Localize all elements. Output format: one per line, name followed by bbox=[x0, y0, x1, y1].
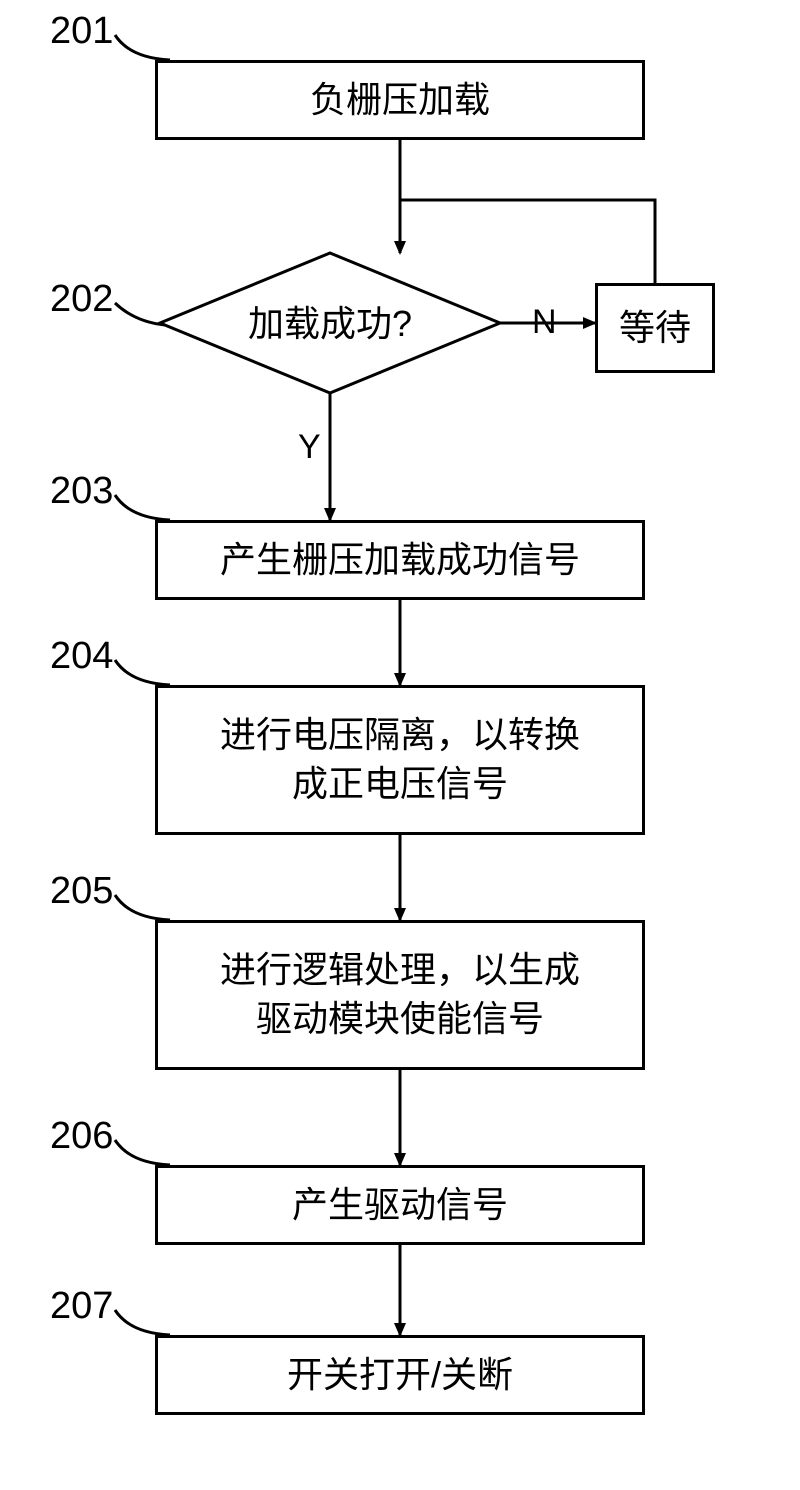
node-205-text: 进行逻辑处理，以生成驱动模块使能信号 bbox=[220, 946, 580, 1043]
label-202-text: 202 bbox=[50, 278, 113, 320]
node-207-text: 开关打开/关断 bbox=[287, 1351, 513, 1400]
leader-202 bbox=[115, 303, 165, 325]
arrow-wait-feedback bbox=[400, 200, 655, 283]
label-204-text: 204 bbox=[50, 635, 113, 677]
node-wait: 等待 bbox=[595, 283, 715, 373]
label-y: Y bbox=[298, 428, 321, 467]
label-205: 205 bbox=[50, 870, 113, 913]
label-202: 202 bbox=[50, 278, 113, 321]
node-201: 负栅压加载 bbox=[155, 60, 645, 140]
node-202-decision: 加载成功? bbox=[160, 253, 500, 393]
node-201-text: 负栅压加载 bbox=[310, 76, 490, 125]
node-206: 产生驱动信号 bbox=[155, 1165, 645, 1245]
label-206: 206 bbox=[50, 1115, 113, 1158]
node-206-text: 产生驱动信号 bbox=[292, 1181, 508, 1230]
node-203: 产生栅压加载成功信号 bbox=[155, 520, 645, 600]
label-206-text: 206 bbox=[50, 1115, 113, 1157]
leader-204 bbox=[115, 660, 170, 685]
label-203-text: 203 bbox=[50, 470, 113, 512]
node-207: 开关打开/关断 bbox=[155, 1335, 645, 1415]
label-203: 203 bbox=[50, 470, 113, 513]
label-207: 207 bbox=[50, 1285, 113, 1328]
node-205: 进行逻辑处理，以生成驱动模块使能信号 bbox=[155, 920, 645, 1070]
label-n-text: N bbox=[532, 303, 557, 341]
node-204-text: 进行电压隔离，以转换成正电压信号 bbox=[220, 711, 580, 808]
node-wait-text: 等待 bbox=[619, 304, 691, 353]
node-204: 进行电压隔离，以转换成正电压信号 bbox=[155, 685, 645, 835]
label-y-text: Y bbox=[298, 428, 321, 466]
flowchart-canvas: 负栅压加载 等待 产生栅压加载成功信号 进行电压隔离，以转换成正电压信号 进行逻… bbox=[0, 0, 800, 1490]
leader-206 bbox=[115, 1140, 170, 1165]
label-205-text: 205 bbox=[50, 870, 113, 912]
label-201: 201 bbox=[50, 10, 113, 53]
leader-207 bbox=[115, 1310, 170, 1335]
node-202-text: 加载成功? bbox=[248, 303, 412, 344]
label-201-text: 201 bbox=[50, 10, 113, 52]
label-n: N bbox=[532, 303, 557, 342]
leader-203 bbox=[115, 495, 170, 520]
leader-205 bbox=[115, 895, 170, 920]
label-204: 204 bbox=[50, 635, 113, 678]
node-203-text: 产生栅压加载成功信号 bbox=[220, 536, 580, 585]
label-207-text: 207 bbox=[50, 1285, 113, 1327]
leader-201 bbox=[115, 35, 170, 60]
